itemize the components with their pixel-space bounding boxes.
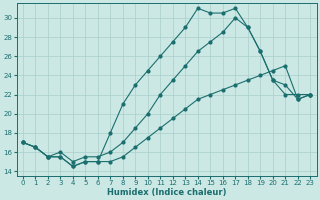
X-axis label: Humidex (Indice chaleur): Humidex (Indice chaleur) bbox=[107, 188, 226, 197]
